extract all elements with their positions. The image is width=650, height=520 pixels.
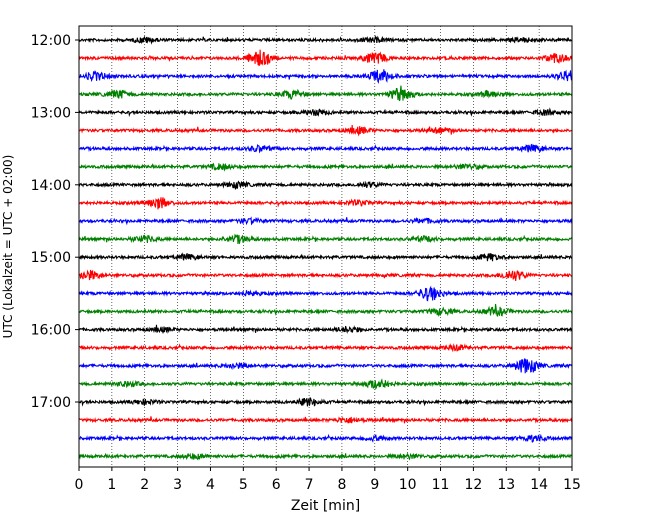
x-tick-label-10: 10 [399,477,417,493]
y-tick-label-1: 13:00 [31,105,71,121]
y-axis-title: UTC (Lokalzeit = UTC + 02:00) [1,155,15,339]
x-tick-label-2: 2 [140,477,149,493]
trace-1515 [78,269,573,282]
trace-1315 [78,124,573,137]
x-tick-label-1: 1 [107,477,116,493]
y-tick-label-5: 17:00 [31,395,71,411]
y-tick-label-0: 12:00 [31,33,71,49]
x-tick-label-8: 8 [337,477,346,493]
x-tick-label-14: 14 [530,477,548,493]
trace-1245 [78,85,573,102]
x-tick-label-9: 9 [370,477,379,493]
trace-1345 [78,162,573,172]
trace-1330 [78,143,573,154]
trace-1615 [78,343,573,353]
trace-1600 [78,324,573,335]
x-axis-title: Zeit [min] [291,498,360,514]
trace-1215 [78,49,573,67]
x-tick-label-0: 0 [75,477,84,493]
plot-frame [78,25,573,468]
y-tick-label-3: 15:00 [31,250,71,266]
x-tick-label-11: 11 [432,477,450,493]
x-axis-ticks: 0 1 2 3 4 5 6 7 8 9 10 11 12 13 14 15 [75,467,581,493]
trace-1645 [78,378,573,390]
x-tick-label-4: 4 [206,477,215,493]
trace-1715 [78,416,573,424]
x-tick-label-6: 6 [272,477,281,493]
x-tick-label-15: 15 [563,477,581,493]
trace-1415 [78,197,573,210]
trace-1630 [78,358,573,374]
trace-1300 [78,107,573,118]
trace-1745 [78,452,573,461]
y-axis-ticks: 12:00 13:00 14:00 15:00 16:00 17:00 [31,33,79,411]
trace-1400 [78,180,573,190]
trace-1700 [78,397,573,407]
x-tick-label-5: 5 [239,477,248,493]
y-tick-label-2: 14:00 [31,178,71,194]
trace-1500 [78,252,573,262]
trace-1545 [78,303,573,318]
trace-1730 [78,433,573,443]
x-tick-label-13: 13 [497,477,515,493]
trace-1200 [78,34,573,45]
y-tick-label-4: 16:00 [31,323,71,339]
trace-lines [78,34,573,461]
x-tick-label-12: 12 [464,477,482,493]
trace-1530 [78,285,573,302]
trace-1430 [78,216,573,226]
x-tick-label-3: 3 [173,477,182,493]
trace-1445 [78,233,573,244]
trace-1230 [78,69,573,85]
x-tick-label-7: 7 [305,477,314,493]
